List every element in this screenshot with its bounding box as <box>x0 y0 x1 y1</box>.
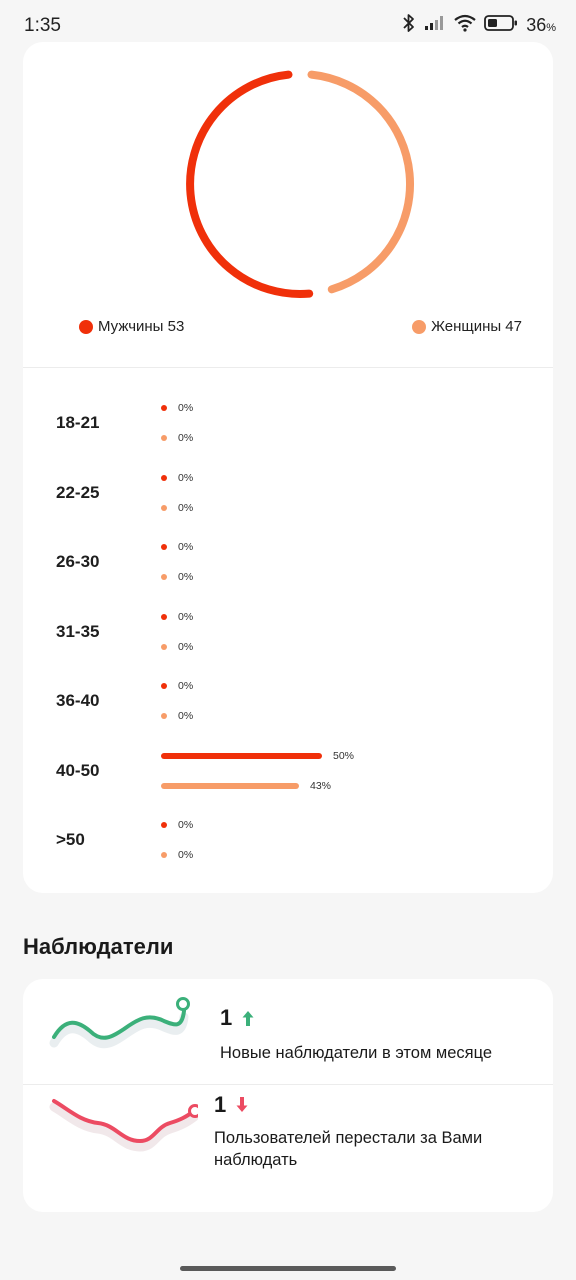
male-age-bar: 0% <box>161 680 193 692</box>
lost-watchers-count: 1 <box>214 1092 249 1118</box>
male-age-bar: 0% <box>161 819 193 831</box>
age-group-label: >50 <box>56 830 85 849</box>
male-bar-fill <box>161 822 167 828</box>
legend-male-label: Мужчины 53 <box>98 318 185 335</box>
lost-watchers-description: Пользователей перестали за Вами наблюдат… <box>214 1129 483 1169</box>
female-age-bar: 0% <box>161 710 193 722</box>
male-pct-label: 0% <box>178 402 194 414</box>
male-pct-label: 0% <box>178 471 194 484</box>
age-row: >50 0% 0% <box>23 810 553 870</box>
status-time: 1:35 <box>24 15 61 36</box>
male-bar-fill <box>161 683 167 689</box>
male-bar-fill <box>161 752 322 759</box>
female-pct-label: 43% <box>310 779 332 792</box>
male-pct-label: 0% <box>178 541 194 553</box>
female-bar-fill <box>161 435 167 441</box>
arrow-up-icon <box>242 1011 254 1026</box>
new-watchers-row[interactable]: 1 Новые наблюдатели в этом месяце <box>23 979 553 1084</box>
age-group-label: 22-25 <box>56 482 100 502</box>
male-age-bar: 0% <box>161 402 193 414</box>
male-share-arc <box>186 70 314 298</box>
female-bar-fill <box>161 504 167 511</box>
home-indicator[interactable] <box>180 1266 396 1271</box>
female-pct-label: 0% <box>178 849 194 861</box>
gender-donut-chart <box>23 42 553 312</box>
status-icons: 36% <box>402 13 556 37</box>
male-bar-fill <box>161 613 167 620</box>
decline-sparkline-icon <box>49 1099 198 1152</box>
male-bar-fill <box>161 405 167 411</box>
arrow-down-icon <box>236 1097 248 1112</box>
female-share-arc <box>307 70 414 294</box>
male-pct-label: 0% <box>178 819 194 831</box>
gender-legend: Мужчины 53 Женщины 47 <box>23 318 553 342</box>
wifi-icon <box>454 14 476 37</box>
female-age-bar: 0% <box>161 432 193 444</box>
new-watchers-count: 1 <box>220 1005 255 1031</box>
female-bar-fill <box>161 574 167 580</box>
age-row: 31-35 0% 0% <box>23 602 553 662</box>
divider <box>23 367 553 368</box>
male-bar-fill <box>161 544 167 550</box>
female-pct-label: 0% <box>178 501 194 514</box>
legend-male: Мужчины 53 <box>79 318 184 335</box>
male-age-bar: 0% <box>161 611 193 623</box>
divider <box>23 1084 553 1085</box>
section-title-watchers: Наблюдатели <box>23 934 174 959</box>
status-bar: 1:35 <box>0 0 576 44</box>
age-group-label: 36-40 <box>56 691 100 710</box>
male-age-bar: 50% <box>161 750 354 762</box>
male-age-bar: 0% <box>161 472 193 484</box>
male-pct-label: 50% <box>333 749 355 762</box>
female-bar-fill <box>161 852 167 858</box>
female-age-bar: 0% <box>161 571 193 583</box>
lost-watchers-count-value: 1 <box>214 1092 227 1117</box>
age-row: 22-25 0% 0% <box>23 463 553 523</box>
male-bar-fill <box>161 474 167 481</box>
female-age-bar: 0% <box>161 502 193 514</box>
female-bar-fill <box>161 713 167 719</box>
male-pct-label: 0% <box>178 610 194 623</box>
new-watchers-count-value: 1 <box>220 1005 233 1030</box>
female-pct-label: 0% <box>178 571 194 583</box>
female-pct-label: 0% <box>178 640 194 653</box>
new-watchers-description: Новые наблюдатели в этом месяце <box>220 1044 493 1062</box>
female-color-dot <box>412 319 427 334</box>
age-group-label: 26-30 <box>56 552 100 571</box>
male-age-bar: 0% <box>161 541 193 553</box>
female-age-bar: 43% <box>161 780 331 792</box>
age-group-label: 31-35 <box>56 621 100 641</box>
legend-female-label: Женщины 47 <box>431 318 522 335</box>
female-age-bar: 0% <box>161 641 193 653</box>
battery-level: 36% <box>526 14 556 35</box>
age-group-label: 18-21 <box>56 413 100 432</box>
female-pct-label: 0% <box>178 710 194 722</box>
age-row: 26-30 0% 0% <box>23 532 553 592</box>
male-pct-label: 0% <box>178 680 194 692</box>
female-bar-fill <box>161 643 167 650</box>
bluetooth-icon <box>402 13 416 38</box>
age-row: 36-40 0% 0% <box>23 671 553 731</box>
male-color-dot <box>79 319 93 334</box>
signal-icon <box>424 15 446 36</box>
female-age-bar: 0% <box>161 849 193 861</box>
gender-age-card: Мужчины 53 Женщины 47 18-21 0% 0% 22-25 0% 0%… <box>23 42 553 893</box>
female-pct-label: 0% <box>178 432 194 444</box>
age-row: 40-50 50% 43% <box>23 741 553 801</box>
battery-icon <box>484 14 518 37</box>
watchers-card: 1 Новые наблюдатели в этом месяце 1 Поль… <box>23 979 553 1212</box>
female-bar-fill <box>161 782 299 789</box>
lost-watchers-row[interactable]: 1 Пользователей перестали за Вами наблюд… <box>23 1085 553 1212</box>
legend-female: Женщины 47 <box>412 318 522 335</box>
age-group-label: 40-50 <box>56 760 100 780</box>
age-row: 18-21 0% 0% <box>23 393 553 453</box>
growth-sparkline-icon <box>49 997 190 1049</box>
